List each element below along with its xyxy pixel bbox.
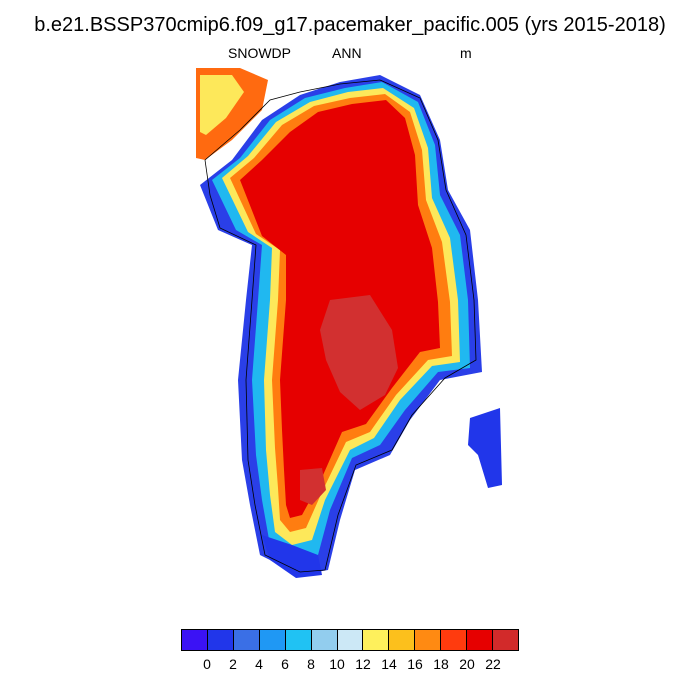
- colorbar-cell-5: [311, 630, 338, 650]
- east-island: [468, 408, 502, 488]
- colorbar-tick-label: 0: [203, 656, 211, 672]
- colorbar-tick-label: 18: [433, 656, 449, 672]
- variable-label: SNOWDP: [228, 45, 291, 61]
- colorbar-tick-label: 20: [459, 656, 475, 672]
- colorbar-tick-label: 14: [381, 656, 397, 672]
- colorbar-tick-label: 16: [407, 656, 423, 672]
- colorbar-cell-10: [441, 630, 468, 650]
- coastline: [204, 79, 477, 573]
- interior-core: [320, 295, 398, 410]
- nw-fragment-inner: [200, 75, 244, 135]
- colorbar-tick-label: 12: [355, 656, 371, 672]
- colorbar-cell-8: [389, 630, 416, 650]
- colorbar-tick-label: 10: [329, 656, 345, 672]
- colorbar-cell-9: [415, 630, 442, 650]
- colorbar-tick-label: 6: [281, 656, 289, 672]
- colorbar-ticks: 0 2 4 6 8 10 12 14 16 18 20 22: [0, 656, 700, 676]
- colorbar-cell-2: [233, 630, 260, 650]
- season-label: ANN: [332, 45, 362, 61]
- colorbar-cell-11: [467, 630, 494, 650]
- south-tip: [262, 535, 322, 578]
- colorbar-cell-3: [259, 630, 286, 650]
- colorbar-tick-label: 22: [485, 656, 501, 672]
- colorbar-tick-label: 4: [255, 656, 263, 672]
- colorbar-cell-4: [285, 630, 312, 650]
- colorbar-cell-0: [182, 630, 208, 650]
- units-label: m: [460, 45, 472, 61]
- colorbar: [181, 629, 519, 651]
- colorbar-cell-7: [363, 630, 390, 650]
- colorbar-cell-6: [337, 630, 364, 650]
- colorbar-cell-12: [493, 630, 518, 650]
- southern-core: [300, 468, 326, 505]
- plot-title: b.e21.BSSP370cmip6.f09_g17.pacemaker_pac…: [34, 14, 666, 36]
- colorbar-tick-label: 2: [229, 656, 237, 672]
- colorbar-cell-1: [207, 630, 234, 650]
- colorbar-tick-label: 8: [307, 656, 315, 672]
